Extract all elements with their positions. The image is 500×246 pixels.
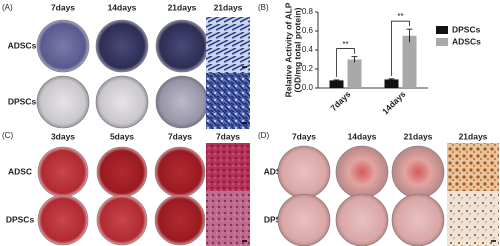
bar [384,79,399,88]
column-header: 7days [216,131,240,141]
legend-label: ADSCs [452,36,481,46]
x-tick-label: 14days [380,89,408,117]
micrograph [206,17,250,73]
column-header: 3days [51,131,75,141]
well-image [36,19,90,73]
column-header: 5days [110,131,134,141]
panel-label: (C) [2,131,13,140]
column-header: 21days [459,131,488,141]
bar [347,59,362,88]
panel-label: (B) [258,3,269,12]
y-tick-label: 0.2 [302,64,314,73]
column-header: 7days [292,131,316,141]
panel-label: (A) [2,3,13,12]
y-axis-label: (OD/mg total protein) [292,7,302,92]
micrograph [206,73,250,129]
well-image [277,145,331,199]
y-tick-label: 0.0 [302,83,314,92]
well-image [154,194,206,246]
row-label: DPSCs [8,96,37,106]
micrograph [206,143,250,199]
well-image [391,145,445,199]
y-tick-label: 0.4 [302,45,314,54]
micrograph [447,143,499,199]
micrograph [447,191,499,246]
well-image [37,194,89,246]
legend-swatch [436,26,448,34]
well-image [37,146,89,198]
row-label: DPSCs [6,214,35,224]
micrograph [206,191,250,246]
significance-bracket [391,20,410,76]
panel-label: (D) [258,131,269,140]
well-image [96,194,148,246]
x-tick-label: 7days [328,89,352,113]
legend-label: DPSCs [452,24,481,34]
well-image [335,145,389,199]
column-header: 21days [168,2,197,12]
bar [402,35,417,88]
legend-swatch [436,38,448,46]
column-header: 7days [168,131,192,141]
well-image [96,146,148,198]
column-header: 14days [348,131,377,141]
y-tick-label: 0.8 [302,7,314,16]
well-image [154,146,206,198]
significance-bracket [336,48,355,77]
well-image [335,193,389,246]
row-label: ADSC [8,166,32,176]
significance-label: ** [342,40,348,49]
well-image [36,75,90,129]
y-tick-label: 0.6 [302,26,314,35]
column-header: 14days [108,2,137,12]
well-image [95,75,149,129]
well-image [95,19,149,73]
column-header: 7days [51,2,75,12]
bar [329,80,344,88]
well-image [155,19,209,73]
y-axis-label: Relative Activity of ALP [283,2,293,97]
well-image [277,193,331,246]
row-label: ADSCs [8,40,37,50]
well-image [391,193,445,246]
column-header: 21days [404,131,433,141]
column-header: 21days [214,2,243,12]
well-image [155,75,209,129]
significance-label: ** [397,12,403,21]
